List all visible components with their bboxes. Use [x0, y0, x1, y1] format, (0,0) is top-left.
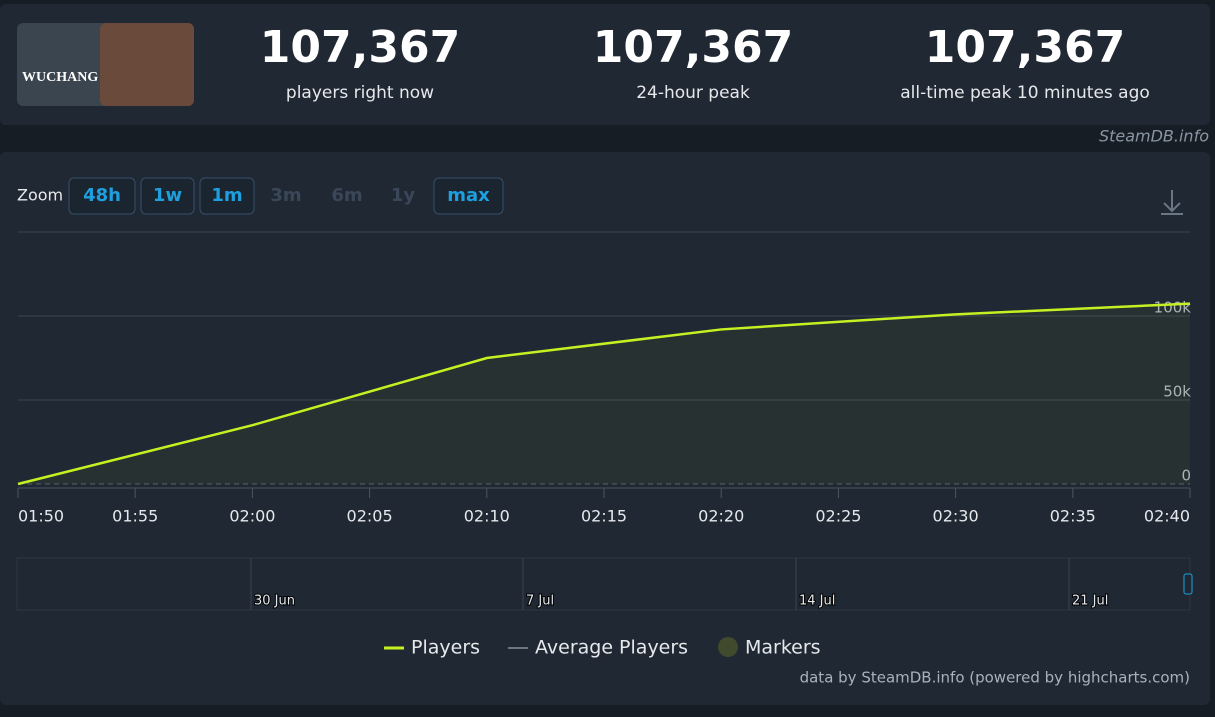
- zoom-button[interactable]: [68, 177, 136, 215]
- x-tick-label: 02:15: [581, 507, 627, 526]
- x-tick-label: 02:40: [1144, 507, 1190, 526]
- stat-value: 107,367: [593, 22, 793, 73]
- zoom-button[interactable]: [199, 177, 255, 215]
- legend-symbol: [718, 637, 738, 657]
- navigator-label: 7 Jul: [526, 594, 554, 609]
- zoom-button[interactable]: [140, 177, 195, 215]
- zoom-button-label: 3m: [270, 185, 301, 206]
- credit: data by SteamDB.info (powered by highcha…: [800, 669, 1190, 687]
- x-tick-label: 01:50: [18, 507, 64, 526]
- x-tick-label: 02:20: [698, 507, 744, 526]
- navigator-handle[interactable]: [1183, 573, 1193, 595]
- y-tick-label: 50k: [1163, 383, 1191, 401]
- stat-label: all-time peak 10 minutes ago: [900, 83, 1150, 103]
- stat-value: 107,367: [260, 22, 460, 73]
- x-tick-label: 02:25: [815, 507, 861, 526]
- stat-value: 107,367: [925, 22, 1125, 73]
- game-art: [100, 23, 194, 106]
- download-icon[interactable]: [1161, 190, 1183, 215]
- stat-label: players right now: [286, 83, 434, 103]
- x-tick-label: 02:00: [229, 507, 275, 526]
- area: [18, 303, 1190, 484]
- navigator-label: 21 Jul: [1072, 594, 1108, 609]
- source: SteamDB.info: [1099, 127, 1209, 146]
- stats-card: [0, 4, 1210, 125]
- zoom-button-label[interactable]: 1w: [153, 185, 182, 206]
- logo-text: WUCHANG: [22, 70, 98, 85]
- x-tick-label: 02:10: [464, 507, 510, 526]
- zoom-button-label: 1y: [391, 185, 416, 206]
- x-tick-label: 02:05: [347, 507, 393, 526]
- stat-label: 24-hour peak: [636, 83, 750, 103]
- legend-label[interactable]: Markers: [745, 637, 821, 659]
- navigator-label: 30 Jun: [254, 594, 295, 609]
- x-tick-label: 02:35: [1050, 507, 1096, 526]
- navigator-label: 14 Jul: [799, 594, 835, 609]
- zoom-label: Zoom: [17, 186, 63, 205]
- x-tick-label: 01:55: [112, 507, 158, 526]
- y-tick-label: 0: [1181, 467, 1191, 485]
- x-tick-label: 02:30: [933, 507, 979, 526]
- zoom-button-label: 6m: [331, 185, 362, 206]
- zoom-button-label[interactable]: 1m: [211, 185, 242, 206]
- zoom-button[interactable]: [433, 177, 504, 215]
- zoom-button-label[interactable]: 48h: [83, 185, 121, 206]
- chart-card: [0, 152, 1210, 705]
- line: [17, 302, 1191, 486]
- legend-label[interactable]: Average Players: [535, 637, 688, 659]
- zoom-button-label[interactable]: max: [447, 185, 490, 206]
- legend-label[interactable]: Players: [411, 637, 480, 659]
